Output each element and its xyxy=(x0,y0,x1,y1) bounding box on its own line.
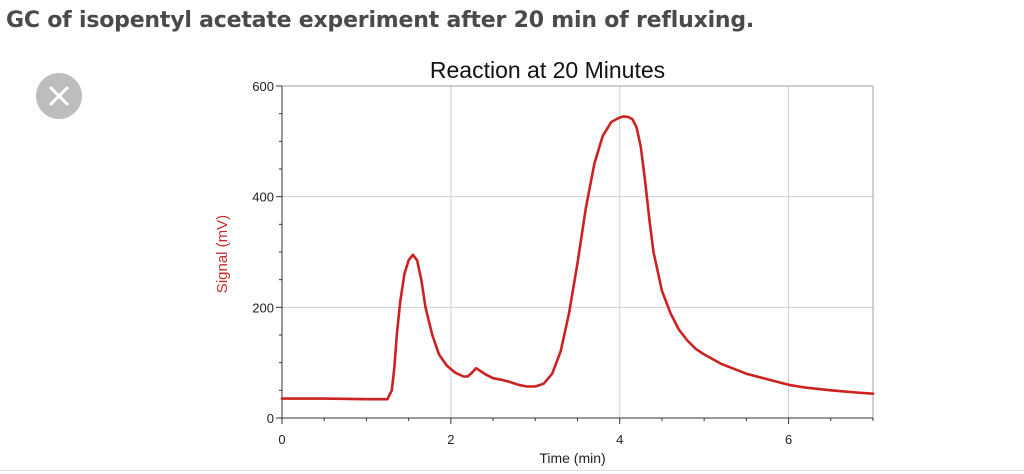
x-tick-label: 6 xyxy=(785,432,792,447)
chart-title: Reaction at 20 Minutes xyxy=(430,57,665,83)
y-tick-label: 400 xyxy=(252,190,274,205)
close-button[interactable] xyxy=(36,73,82,119)
x-axis-label: Time (min) xyxy=(539,450,605,466)
close-icon xyxy=(49,86,69,106)
series-line xyxy=(280,115,875,401)
divider xyxy=(0,470,1024,471)
page-title: GC of isopentyl acetate experiment after… xyxy=(6,8,755,33)
y-tick-label: 0 xyxy=(267,411,274,426)
x-tick-label: 0 xyxy=(278,432,285,447)
x-tick-label: 2 xyxy=(447,432,454,447)
y-tick-label: 600 xyxy=(252,79,274,94)
y-axis-label: Signal (mV) xyxy=(214,215,231,293)
y-tick-label: 200 xyxy=(252,300,274,315)
x-tick-label: 4 xyxy=(616,432,623,447)
